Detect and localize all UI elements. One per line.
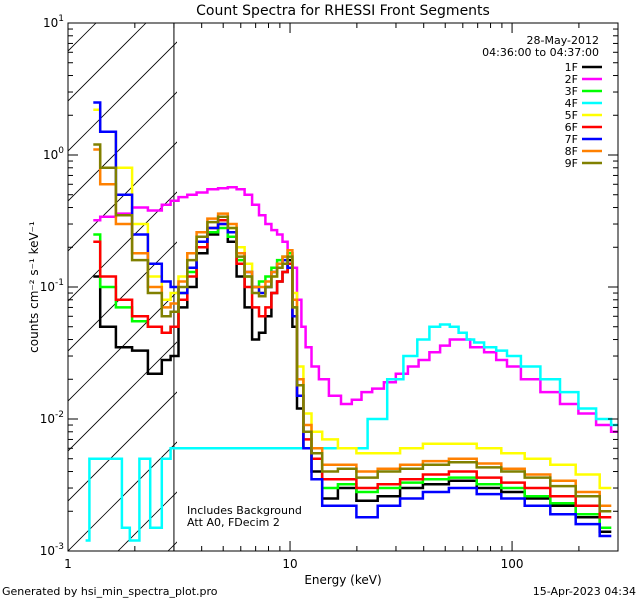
y-tick-label: 10-3 — [40, 542, 64, 558]
axis-ticks — [67, 23, 619, 552]
y-tick-label: 10-1 — [40, 278, 64, 294]
x-axis-label: Energy (keV) — [304, 573, 381, 587]
legend-label-5F: 5F — [565, 109, 578, 122]
hatch-line — [68, 91, 177, 202]
chart-title: Count Spectra for RHESSI Front Segments — [196, 3, 490, 19]
legend-label-2F: 2F — [565, 73, 578, 86]
annotation-background: Includes Background — [187, 504, 302, 517]
series-line-8F — [93, 148, 612, 508]
annotation-attenuator: Att A0, FDecim 2 — [187, 516, 280, 529]
legend-label-6F: 6F — [565, 121, 578, 134]
series-line-6F — [93, 219, 612, 519]
y-axis-label: counts cm⁻² s⁻¹ keV⁻¹ — [27, 221, 41, 353]
hatch-line — [68, 391, 177, 502]
legend-label-9F: 9F — [565, 157, 578, 170]
x-tick-label: 100 — [501, 557, 524, 571]
hatch-line — [68, 191, 177, 302]
footer-timestamp: 15-Apr-2023 04:34 — [533, 585, 636, 598]
series-line-2F — [93, 185, 618, 434]
legend-label-4F: 4F — [565, 97, 578, 110]
hatch-line — [68, 441, 177, 551]
y-tick-label: 101 — [43, 14, 64, 30]
generated-by-label: Generated by hsi_min_spectra_plot.pro — [2, 585, 218, 598]
y-tick-label: 10-2 — [40, 410, 64, 426]
legend-label-7F: 7F — [565, 133, 578, 146]
legend-label-3F: 3F — [565, 85, 578, 98]
hatch-line — [68, 41, 177, 152]
series-line-9F — [93, 143, 612, 513]
legend-label-8F: 8F — [565, 145, 578, 158]
shaded-region-hatch — [68, 23, 177, 551]
x-tick-label: 10 — [282, 557, 297, 571]
x-tick-label: 1 — [64, 557, 72, 571]
x-tick-labels: 1 10 100 — [64, 557, 523, 571]
y-tick-label: 100 — [43, 146, 64, 162]
y-tick-labels: 101 100 10-1 10-2 10-3 — [40, 14, 65, 558]
series-line-4F — [85, 323, 618, 542]
legend-label-1F: 1F — [565, 61, 578, 74]
series-layer — [85, 101, 618, 542]
hatch-line — [68, 241, 177, 352]
date-label: 28-May-2012 — [527, 34, 599, 47]
time-range-label: 04:36:00 to 04:37:00 — [482, 46, 599, 59]
